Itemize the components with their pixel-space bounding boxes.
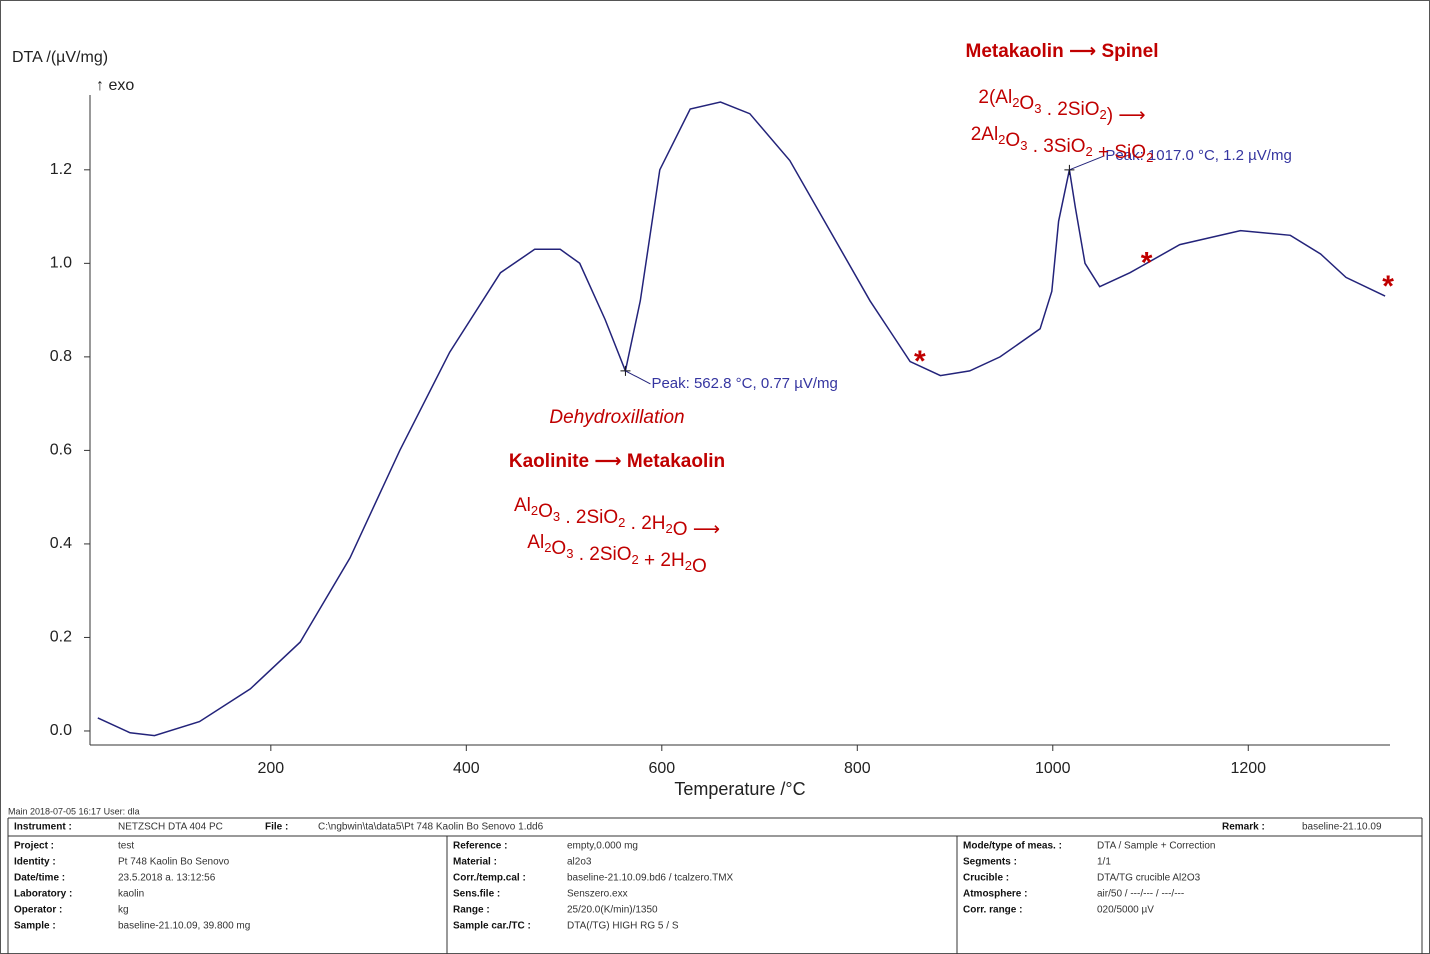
x-tick-label: 800 xyxy=(844,760,871,777)
peak-label: Peak: 562.8 °C, 0.77 µV/mg xyxy=(651,375,837,392)
footer-label: Crucible : xyxy=(963,873,1009,884)
annotation: 2(Al2O3 . 2SiO2) ⟶ xyxy=(978,87,1145,126)
footer-value: NETZSCH DTA 404 PC xyxy=(118,822,223,833)
peak-leader xyxy=(625,370,651,385)
peak-leader xyxy=(1069,155,1105,171)
footer-label: Reference : xyxy=(453,841,507,852)
y-axis-label: DTA /(µV/mg) xyxy=(12,49,108,66)
y-tick-label: 1.2 xyxy=(50,161,72,178)
footer-label: File : xyxy=(265,822,288,833)
x-tick-label: 600 xyxy=(648,760,675,777)
footer-label: Segments : xyxy=(963,857,1017,868)
footer-value: al2o3 xyxy=(567,857,592,868)
annotation: Kaolinite ⟶ Metakaolin xyxy=(509,451,725,472)
footer-label: Sample car./TC : xyxy=(453,921,531,932)
footer-label: Corr. range : xyxy=(963,905,1022,916)
footer-label: Sample : xyxy=(14,921,56,932)
peak-label: Peak: 1017.0 °C, 1.2 µV/mg xyxy=(1105,147,1291,164)
footer-value: Senszero.exx xyxy=(567,889,628,900)
y-tick-label: 0.4 xyxy=(50,535,72,552)
annotation: Al2O3 . 2SiO2 + 2H2O xyxy=(527,532,706,577)
footer-label: Range : xyxy=(453,905,490,916)
footer-label: Instrument : xyxy=(14,822,72,833)
footer-value: DTA / Sample + Correction xyxy=(1097,841,1215,852)
footer-value: baseline-21.10.09, 39.800 mg xyxy=(118,921,250,932)
footer-value: kaolin xyxy=(118,889,144,900)
footer-label: Mode/type of meas. : xyxy=(963,841,1062,852)
footer-value: DTA/TG crucible Al2O3 xyxy=(1097,873,1201,884)
footer-label: Project : xyxy=(14,841,54,852)
highlight-marker: * xyxy=(1141,247,1153,280)
annotation: Metakaolin ⟶ Spinel xyxy=(966,41,1159,62)
footer-label: Date/time : xyxy=(14,873,65,884)
y-tick-label: 0.6 xyxy=(50,442,72,459)
annotation: Al2O3 . 2SiO2 . 2H2O ⟶ xyxy=(514,495,720,540)
footer-value: baseline-21.10.09.bd6 / tcalzero.TMX xyxy=(567,873,734,884)
y-tick-label: 0.2 xyxy=(50,629,72,646)
footer-label: Remark : xyxy=(1222,822,1265,833)
y-tick-label: 0.0 xyxy=(50,722,72,739)
footer-value: 1/1 xyxy=(1097,857,1111,868)
y-axis-sublabel: ↑ exo xyxy=(96,77,134,94)
footer-label: Sens.file : xyxy=(453,889,500,900)
footer-label: Atmosphere : xyxy=(963,889,1027,900)
footer-value: 25/20.0(K/min)/1350 xyxy=(567,905,658,916)
footer-value: air/50 / ---/--- / ---/--- xyxy=(1097,889,1184,900)
annotation: Dehydroxillation xyxy=(549,407,684,428)
footer-label: Corr./temp.cal : xyxy=(453,873,526,884)
footer-label: Identity : xyxy=(14,857,56,868)
footer-label: Laboratory : xyxy=(14,889,72,900)
highlight-marker: * xyxy=(1382,270,1394,303)
x-tick-label: 1000 xyxy=(1035,760,1071,777)
footer-table: Instrument : NETZSCH DTA 404 PC File : C:\n… xyxy=(7,817,1423,954)
footer-value: kg xyxy=(118,905,129,916)
x-tick-label: 200 xyxy=(257,760,284,777)
y-tick-label: 1.0 xyxy=(50,255,72,272)
footer-value: 020/5000 µV xyxy=(1097,905,1154,916)
dta-curve xyxy=(97,101,1386,737)
footer-main: Main 2018-07-05 16:17 User: dla xyxy=(8,806,140,816)
x-axis-label: Temperature /°C xyxy=(674,779,805,799)
annotation: 2Al2O3 . 3SiO2 + SiO2 xyxy=(971,124,1154,165)
footer-value: C:\ngbwin\ta\data5\Pt 748 Kaolin Bo Seno… xyxy=(318,822,544,833)
x-tick-label: 1200 xyxy=(1230,760,1266,777)
x-tick-label: 400 xyxy=(453,760,480,777)
footer-value: DTA(/TG) HIGH RG 5 / S xyxy=(567,921,679,932)
footer-label: Material : xyxy=(453,857,497,868)
footer-label: Operator : xyxy=(14,905,62,916)
footer-value: empty,0.000 mg xyxy=(567,841,638,852)
footer-value: test xyxy=(118,841,134,852)
footer-value: baseline-21.10.09 xyxy=(1302,822,1382,833)
y-tick-label: 0.8 xyxy=(50,348,72,365)
footer-value: 23.5.2018 a. 13:12:56 xyxy=(118,873,216,884)
footer-value: Pt 748 Kaolin Bo Senovo xyxy=(118,857,230,868)
highlight-marker: * xyxy=(914,345,926,378)
